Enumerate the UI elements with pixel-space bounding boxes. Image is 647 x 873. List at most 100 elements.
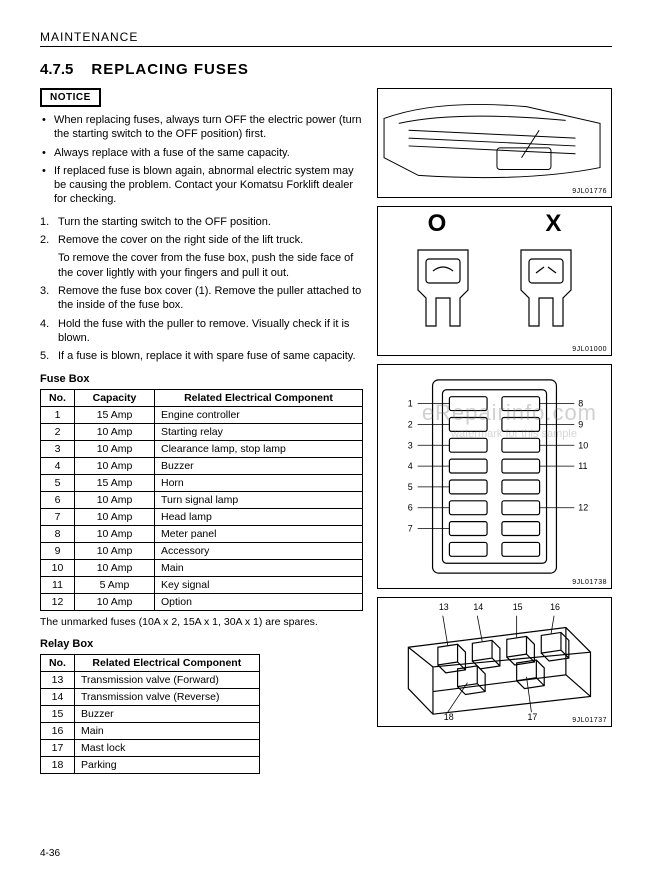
fuse-table: No. Capacity Related Electrical Componen… (40, 389, 363, 611)
cell-capacity: 10 Amp (75, 560, 155, 577)
svg-text:7: 7 (408, 524, 413, 534)
svg-text:2: 2 (408, 419, 413, 429)
section-header: MAINTENANCE (40, 30, 612, 47)
cell-no: 6 (41, 492, 75, 509)
notice-item: Always replace with a fuse of the same c… (40, 146, 363, 160)
cell-component: Starting relay (155, 424, 363, 441)
cell-component: Option (155, 594, 363, 611)
cell-component: Mast lock (75, 740, 260, 757)
table-row: 515 AmpHorn (41, 475, 363, 492)
table-row: 1010 AmpMain (41, 560, 363, 577)
step-text: Remove the cover on the right side of th… (58, 234, 303, 246)
fuse-box-diagram-icon: 1234567 89101112 (378, 365, 611, 588)
notice-label: NOTICE (40, 88, 101, 107)
cell-component: Accessory (155, 543, 363, 560)
relay-table: No. Related Electrical Component 13Trans… (40, 654, 260, 774)
svg-text:9: 9 (578, 419, 583, 429)
cell-capacity: 15 Amp (75, 475, 155, 492)
ok-symbol: O (428, 210, 447, 238)
cell-component: Head lamp (155, 509, 363, 526)
table-row: 115 AmpEngine controller (41, 407, 363, 424)
svg-text:11: 11 (578, 461, 587, 471)
figure-relay-box: 131415161718 9JL01737 (377, 597, 612, 727)
cell-no: 11 (41, 577, 75, 594)
step-item: Hold the fuse with the puller to remove.… (40, 317, 363, 346)
cell-component: Engine controller (155, 407, 363, 424)
table-row: 410 AmpBuzzer (41, 458, 363, 475)
step-item: Remove the cover on the right side of th… (40, 233, 363, 247)
cell-no: 8 (41, 526, 75, 543)
table-row: 16Main (41, 723, 260, 740)
fuse-col-comp: Related Electrical Component (155, 390, 363, 407)
cell-no: 12 (41, 594, 75, 611)
svg-text:14: 14 (473, 602, 483, 612)
cell-no: 2 (41, 424, 75, 441)
figure-label: 9JL01000 (572, 346, 607, 353)
cell-capacity: 10 Amp (75, 594, 155, 611)
cell-component: Turn signal lamp (155, 492, 363, 509)
cell-capacity: 5 Amp (75, 577, 155, 594)
figure-label: 9JL01776 (572, 188, 607, 195)
cell-capacity: 10 Amp (75, 492, 155, 509)
table-row: 13Transmission valve (Forward) (41, 672, 260, 689)
notice-item: When replacing fuses, always turn OFF th… (40, 113, 363, 142)
fuse-box-heading: Fuse Box (40, 373, 363, 385)
figure-label: 9JL01737 (572, 717, 607, 724)
heading-number: 4.7.5 (40, 61, 73, 78)
cell-component: Parking (75, 757, 260, 774)
svg-text:8: 8 (578, 399, 583, 409)
svg-text:17: 17 (527, 712, 537, 722)
table-row: 15Buzzer (41, 706, 260, 723)
cell-capacity: 15 Amp (75, 407, 155, 424)
table-row: 710 AmpHead lamp (41, 509, 363, 526)
svg-text:3: 3 (408, 440, 413, 450)
cell-no: 17 (41, 740, 75, 757)
table-row: 610 AmpTurn signal lamp (41, 492, 363, 509)
figure-fuse-box: 1234567 89101112 9JL01738 (377, 364, 612, 589)
relay-col-comp: Related Electrical Component (75, 655, 260, 672)
steps-list-cont: Remove the fuse box cover (1). Remove th… (40, 284, 363, 363)
notice-item: If replaced fuse is blown again, abnorma… (40, 164, 363, 207)
svg-text:13: 13 (439, 602, 449, 612)
relay-col-no: No. (41, 655, 75, 672)
cell-component: Main (155, 560, 363, 577)
cell-component: Meter panel (155, 526, 363, 543)
figure-cover-removal: 9JL01776 (377, 88, 612, 198)
step-item: Turn the starting switch to the OFF posi… (40, 215, 363, 229)
table-row: 210 AmpStarting relay (41, 424, 363, 441)
figure-label: 9JL01738 (572, 579, 607, 586)
cell-component: Transmission valve (Forward) (75, 672, 260, 689)
cell-component: Main (75, 723, 260, 740)
cell-no: 1 (41, 407, 75, 424)
relay-box-diagram-icon: 131415161718 (378, 598, 611, 726)
cell-component: Key signal (155, 577, 363, 594)
cell-no: 9 (41, 543, 75, 560)
notice-list: When replacing fuses, always turn OFF th… (40, 113, 363, 207)
svg-text:1: 1 (408, 399, 413, 409)
table-row: 310 AmpClearance lamp, stop lamp (41, 441, 363, 458)
cell-capacity: 10 Amp (75, 441, 155, 458)
blown-symbol: X (545, 210, 561, 238)
cell-component: Transmission valve (Reverse) (75, 689, 260, 706)
figure-fuse-ok-blown: O X 9JL (377, 206, 612, 356)
cell-capacity: 10 Amp (75, 509, 155, 526)
cell-no: 16 (41, 723, 75, 740)
table-row: 18Parking (41, 757, 260, 774)
svg-text:15: 15 (513, 602, 523, 612)
heading: 4.7.5 REPLACING FUSES (40, 61, 612, 78)
steps-list: Turn the starting switch to the OFF posi… (40, 215, 363, 248)
cell-component: Horn (155, 475, 363, 492)
cell-no: 3 (41, 441, 75, 458)
fuse-col-no: No. (41, 390, 75, 407)
cell-no: 7 (41, 509, 75, 526)
relay-box-heading: Relay Box (40, 638, 363, 650)
step-item: If a fuse is blown, replace it with spar… (40, 349, 363, 363)
cell-no: 4 (41, 458, 75, 475)
cell-no: 14 (41, 689, 75, 706)
cell-component: Buzzer (75, 706, 260, 723)
table-row: 14Transmission valve (Reverse) (41, 689, 260, 706)
step-subtext: To remove the cover from the fuse box, p… (40, 251, 363, 280)
page-number: 4-36 (40, 848, 60, 859)
cell-no: 13 (41, 672, 75, 689)
cell-no: 5 (41, 475, 75, 492)
